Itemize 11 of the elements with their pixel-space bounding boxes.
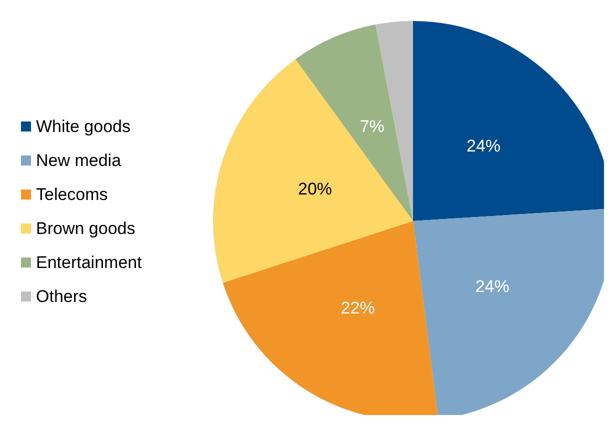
legend-label: Telecoms: [36, 185, 108, 204]
data-label: 20%: [298, 180, 332, 199]
data-label: 24%: [466, 136, 501, 156]
data-label: 22%: [340, 298, 375, 318]
legend-label: Brown goods: [36, 219, 136, 238]
legend-label: New media: [36, 151, 122, 170]
legend-label: White goods: [36, 117, 130, 136]
legend-label: Entertainment: [36, 253, 142, 272]
legend-label: Others: [36, 287, 88, 306]
data-label: 7%: [360, 116, 384, 136]
data-label: 24%: [475, 277, 510, 296]
